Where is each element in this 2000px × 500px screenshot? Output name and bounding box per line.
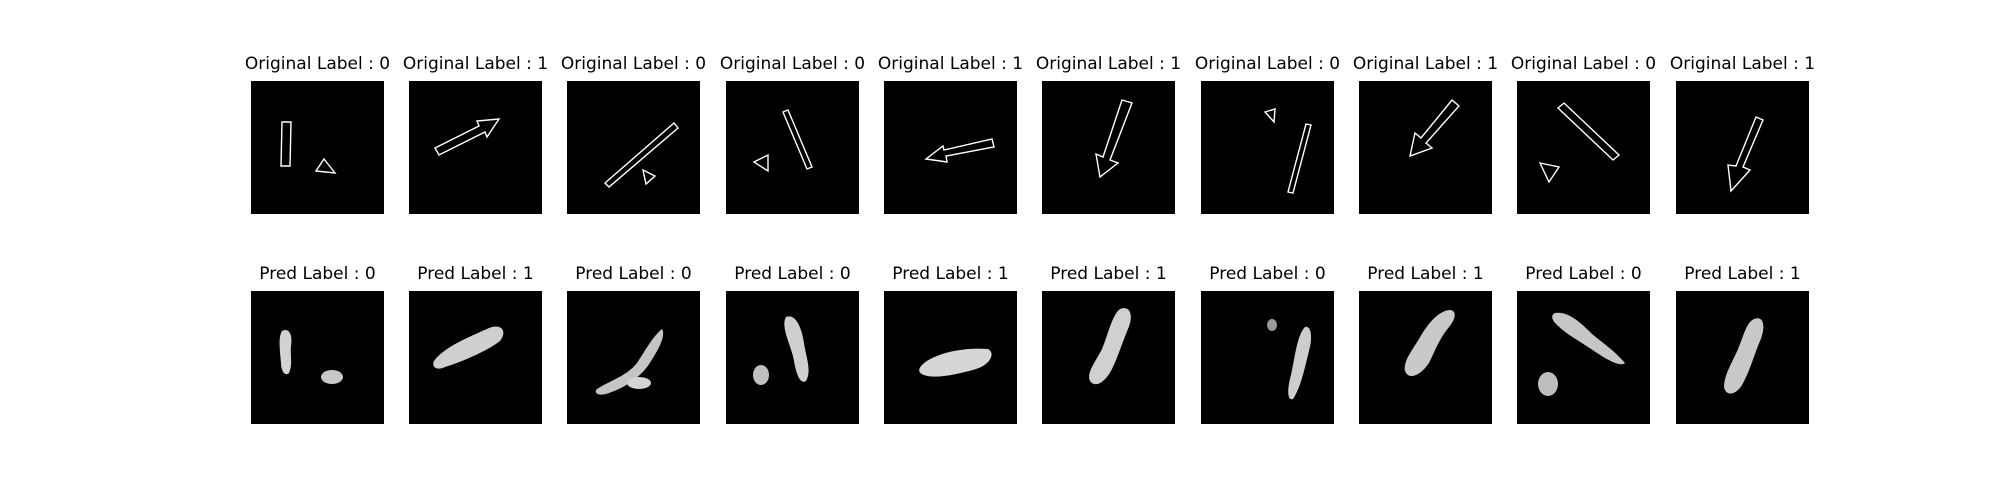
original-image	[1042, 81, 1175, 214]
original-title: Original Label : 1	[1035, 54, 1182, 74]
pred-title: Pred Label : 1	[1050, 264, 1167, 284]
pred-cell: Pred Label : 0	[251, 264, 384, 464]
original-cell: Original Label : 1	[1036, 54, 1181, 254]
original-image	[884, 81, 1017, 214]
pred-row: Pred Label : 0 Pred Label : 1 Pred Label…	[251, 264, 1809, 464]
original-title: Original Label : 0	[560, 54, 707, 74]
pred-image	[1517, 291, 1650, 424]
pred-title: Pred Label : 1	[1684, 264, 1801, 284]
original-image	[1676, 81, 1809, 214]
original-cell: Original Label : 1	[1670, 54, 1815, 254]
pred-cell: Pred Label : 1	[1042, 264, 1175, 464]
pred-image	[409, 291, 542, 424]
pred-cell: Pred Label : 1	[409, 264, 542, 464]
original-image	[409, 81, 542, 214]
original-title: Original Label : 0	[719, 54, 866, 74]
original-title: Original Label : 1	[877, 54, 1024, 74]
original-image	[1201, 81, 1334, 214]
original-image	[567, 81, 700, 214]
original-cell: Original Label : 0	[1511, 54, 1656, 254]
pred-title: Pred Label : 0	[259, 264, 376, 284]
pred-image	[1359, 291, 1492, 424]
pred-cell: Pred Label : 0	[1517, 264, 1650, 464]
original-image	[1517, 81, 1650, 214]
pred-image	[884, 291, 1017, 424]
pred-cell: Pred Label : 0	[1201, 264, 1334, 464]
original-title: Original Label : 1	[402, 54, 549, 74]
original-title: Original Label : 1	[1352, 54, 1499, 74]
pred-image	[1042, 291, 1175, 424]
pred-title: Pred Label : 1	[417, 264, 534, 284]
original-title: Original Label : 0	[1194, 54, 1341, 74]
pred-title: Pred Label : 0	[1209, 264, 1326, 284]
pred-cell: Pred Label : 1	[884, 264, 1017, 464]
pred-image	[1201, 291, 1334, 424]
original-cell: Original Label : 0	[245, 54, 390, 254]
pred-title: Pred Label : 0	[734, 264, 851, 284]
pred-image	[726, 291, 859, 424]
pred-image	[567, 291, 700, 424]
pred-title: Pred Label : 0	[1525, 264, 1642, 284]
original-image	[726, 81, 859, 214]
original-image	[251, 81, 384, 214]
original-cell: Original Label : 0	[1195, 54, 1340, 254]
pred-title: Pred Label : 0	[575, 264, 692, 284]
pred-cell: Pred Label : 1	[1676, 264, 1809, 464]
pred-cell: Pred Label : 0	[726, 264, 859, 464]
original-cell: Original Label : 1	[1353, 54, 1498, 254]
pred-image	[251, 291, 384, 424]
pred-title: Pred Label : 1	[892, 264, 1009, 284]
original-image	[1359, 81, 1492, 214]
original-cell: Original Label : 0	[561, 54, 706, 254]
original-title: Original Label : 0	[1510, 54, 1657, 74]
original-row: Original Label : 0 Original Label : 1 Or…	[245, 54, 1815, 254]
pred-cell: Pred Label : 0	[567, 264, 700, 464]
original-cell: Original Label : 1	[403, 54, 548, 254]
original-cell: Original Label : 0	[720, 54, 865, 254]
pred-title: Pred Label : 1	[1367, 264, 1484, 284]
pred-cell: Pred Label : 1	[1359, 264, 1492, 464]
pred-image	[1676, 291, 1809, 424]
original-cell: Original Label : 1	[878, 54, 1023, 254]
original-title: Original Label : 1	[1669, 54, 1816, 74]
original-title: Original Label : 0	[244, 54, 391, 74]
